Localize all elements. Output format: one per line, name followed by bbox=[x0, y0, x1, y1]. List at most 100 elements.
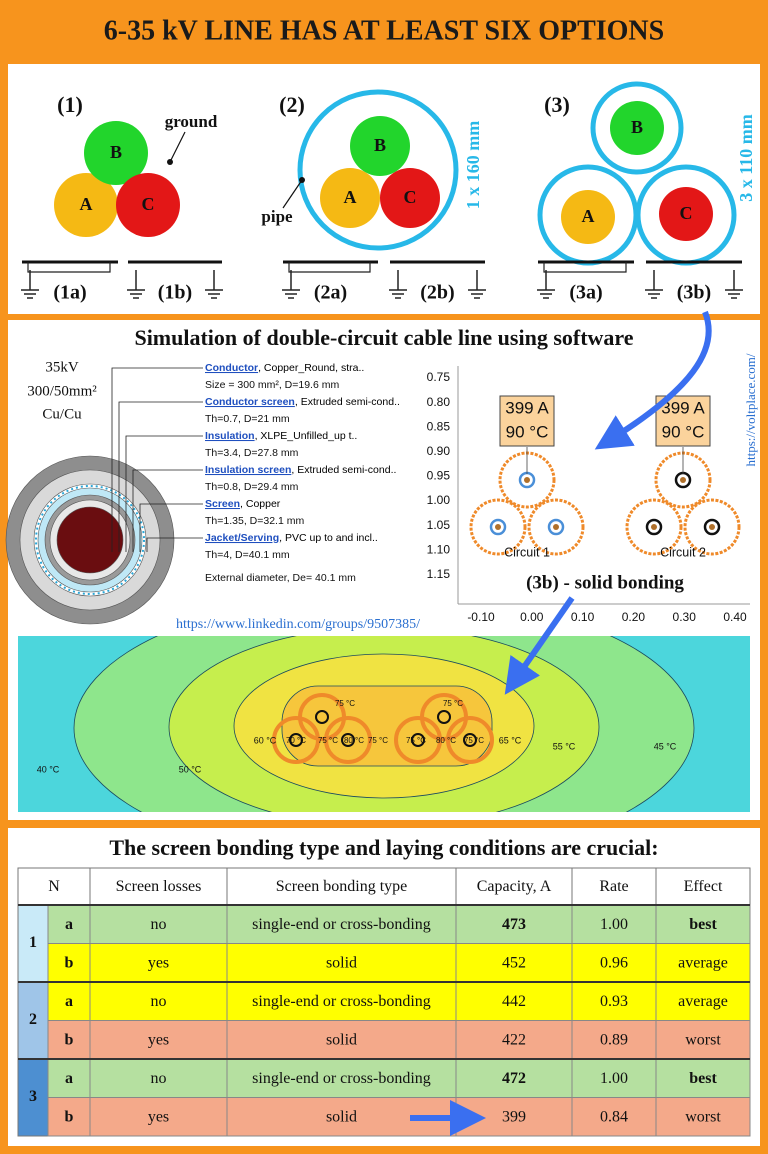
column-header: Effect bbox=[684, 878, 723, 895]
table-cell bbox=[226, 943, 457, 983]
cell-text: b bbox=[65, 1031, 74, 1048]
cell-text: worst bbox=[685, 1031, 721, 1048]
layer-dims: Th=4, D=40.1 mm bbox=[205, 549, 290, 561]
cable-spec: 300/50mm² bbox=[27, 383, 97, 399]
table-cell bbox=[89, 1020, 228, 1060]
column-header: N bbox=[48, 878, 60, 895]
thermal-cable bbox=[394, 716, 442, 764]
header-cell bbox=[17, 867, 91, 906]
external-diameter: External diameter, De= 40.1 mm bbox=[205, 572, 356, 584]
y-tick-label: 0.85 bbox=[427, 419, 451, 433]
table-cell bbox=[571, 1058, 657, 1098]
cable-core bbox=[524, 477, 530, 483]
leader-line bbox=[146, 537, 203, 552]
thermal-core bbox=[463, 733, 477, 747]
phase-conductor bbox=[561, 190, 615, 244]
pointer-arrow bbox=[594, 310, 712, 450]
table-cell bbox=[571, 943, 657, 983]
layer-dims: Size = 300 mm², D=19.6 mm bbox=[205, 379, 339, 391]
table-cell bbox=[47, 943, 91, 983]
cable-position bbox=[527, 498, 585, 556]
leader-line bbox=[139, 503, 203, 552]
phase-conductor bbox=[659, 187, 713, 241]
table-cell bbox=[89, 981, 228, 1021]
cell-text: a bbox=[65, 916, 73, 933]
cell-text: 0.84 bbox=[600, 1108, 628, 1125]
table-cell bbox=[226, 1020, 457, 1060]
pipe-size: 1 x 160 mm bbox=[463, 121, 483, 210]
cell-text: 399 bbox=[502, 1108, 526, 1125]
thermal-core bbox=[437, 710, 451, 724]
group-cell bbox=[17, 1058, 49, 1137]
cell-text: 0.89 bbox=[600, 1031, 628, 1048]
layer-label: Insulation screen, Extruded semi-cond.. bbox=[205, 464, 396, 476]
layer-name: Screen bbox=[205, 498, 240, 510]
phase-label: B bbox=[110, 142, 122, 162]
layer-label: Conductor, Copper_Round, stra.. bbox=[205, 362, 364, 374]
thermal-cable bbox=[324, 716, 372, 764]
phase-conductor bbox=[54, 173, 118, 237]
variant-label: (2a) bbox=[314, 282, 347, 304]
circuit-name: Circuit 2 bbox=[660, 545, 706, 559]
cable-position bbox=[469, 498, 527, 556]
layer-name: Insulation bbox=[205, 430, 255, 442]
x-tick-label: 0.10 bbox=[571, 610, 595, 624]
variant-label: (3a) bbox=[569, 282, 602, 304]
isotherm-label: 40 °C bbox=[37, 764, 60, 774]
layer-dims: Th=0.7, D=21 mm bbox=[205, 413, 290, 425]
temperature-label: 90 °C bbox=[662, 422, 705, 441]
variant-label: (1b) bbox=[158, 282, 192, 304]
isotherm-label: 75 °C bbox=[335, 699, 355, 708]
option-number: (1) bbox=[57, 92, 83, 117]
cable-spec: 35kV bbox=[45, 359, 79, 375]
layer-dims: Th=0.8, D=29.4 mm bbox=[205, 481, 299, 493]
link bbox=[27, 262, 111, 273]
layer-name: Insulation screen bbox=[205, 464, 291, 476]
layer-desc: , Extruded semi-cond.. bbox=[295, 396, 400, 408]
table-cell bbox=[47, 1097, 91, 1137]
isotherm-label: 75 °C bbox=[464, 736, 484, 745]
cell-text: best bbox=[689, 916, 717, 933]
table-cell bbox=[455, 1020, 573, 1060]
option-number: (3) bbox=[544, 92, 570, 117]
x-tick-label: 0.20 bbox=[622, 610, 646, 624]
phase-label: C bbox=[680, 203, 693, 223]
table-cell bbox=[226, 1058, 457, 1098]
cell-text: 472 bbox=[502, 1070, 526, 1087]
column-header: Capacity, A bbox=[477, 878, 552, 895]
x-tick-label: 0.30 bbox=[673, 610, 697, 624]
group-cell bbox=[17, 981, 49, 1060]
layer-desc: , Copper_Round, stra.. bbox=[258, 362, 364, 374]
phase-label: A bbox=[582, 206, 595, 226]
thermal-cable bbox=[272, 716, 320, 764]
temperature-label: 90 °C bbox=[506, 422, 549, 441]
cell-text: 452 bbox=[502, 954, 526, 971]
pipe-size: 3 x 110 mm bbox=[736, 114, 756, 202]
y-tick-label: 0.90 bbox=[427, 444, 451, 458]
isotherm-label: 65 °C bbox=[499, 735, 522, 745]
phase-label: A bbox=[344, 187, 357, 207]
phase-conductor bbox=[350, 116, 410, 176]
layer-label: Insulation, XLPE_Unfilled_up t.. bbox=[205, 430, 357, 442]
source-link: https://www.linkedin.com/groups/9507385/ bbox=[176, 617, 420, 632]
cable-core bbox=[645, 518, 663, 536]
pipe bbox=[590, 81, 684, 175]
column-header: Screen losses bbox=[116, 878, 202, 895]
screen-wires bbox=[35, 485, 145, 595]
layer-dims: Th=1.35, D=32.1 mm bbox=[205, 515, 304, 527]
layer-label: Screen, Copper bbox=[205, 498, 281, 510]
layer-label: Conductor screen, Extruded semi-cond.. bbox=[205, 396, 400, 408]
cable-core bbox=[703, 518, 721, 536]
phase-conductor bbox=[116, 173, 180, 237]
isotherm-label: 75 °C bbox=[443, 699, 463, 708]
note-dot bbox=[167, 159, 173, 165]
isotherm-label: 60 °C bbox=[254, 735, 277, 745]
section-title: The screen bonding type and laying condi… bbox=[109, 835, 658, 860]
thermal-cable bbox=[446, 716, 494, 764]
table-cell bbox=[226, 904, 457, 944]
isotherm-label: 80 °C bbox=[344, 736, 364, 745]
leader-line bbox=[132, 469, 203, 552]
cell-text: b bbox=[65, 954, 74, 971]
leader-line bbox=[125, 435, 203, 552]
